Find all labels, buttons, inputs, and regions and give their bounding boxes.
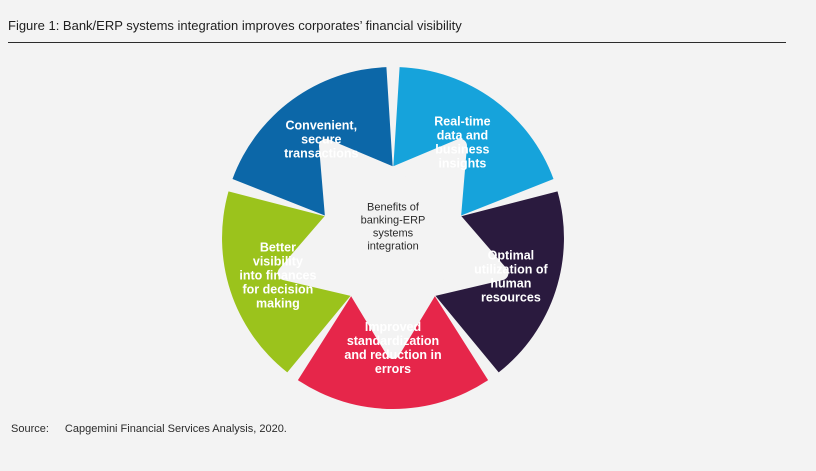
segment-label-improved-standardization: Improved: [365, 320, 421, 334]
segment-label-better-visibility: into finances: [239, 268, 316, 282]
segment-label-better-visibility: for decision: [242, 282, 313, 296]
segment-label-better-visibility: making: [256, 296, 300, 310]
segment-label-improved-standardization: and reduction in: [344, 348, 441, 362]
segment-label-real-time: data and: [437, 129, 488, 143]
segment-label-better-visibility: visibility: [253, 254, 303, 268]
segment-label-optimal-utilization: utilization of: [474, 262, 548, 276]
segment-label-convenient-secure: transactions: [284, 146, 358, 160]
segment-label-real-time: Real-time: [434, 115, 490, 129]
segment-label-real-time: insights: [438, 157, 486, 171]
segment-label-real-time: business: [435, 143, 489, 157]
segment-improved-standardization: [297, 291, 489, 409]
source-value: Capgemini Financial Services Analysis, 2…: [64, 423, 287, 435]
figure-title: Figure 1: Bank/ERP systems integration i…: [8, 18, 462, 33]
segment-label-better-visibility: Better: [260, 240, 296, 254]
center-label-line: Benefits of: [367, 202, 420, 214]
center-label-line: systems: [373, 228, 414, 240]
source-note: Source: Capgemini Financial Services Anal…: [11, 423, 287, 435]
segment-label-optimal-utilization: human: [490, 276, 531, 290]
center-star: [277, 138, 509, 359]
segment-label-optimal-utilization: resources: [481, 290, 541, 304]
center-label-line: banking-ERP: [361, 215, 426, 227]
center-label-line: integration: [367, 241, 418, 253]
segment-label-improved-standardization: standardization: [347, 334, 439, 348]
segment-optimal-utilization: [431, 191, 564, 373]
title-divider: [8, 42, 786, 43]
segment-label-improved-standardization: errors: [375, 362, 411, 376]
segment-label-convenient-secure: secure: [301, 132, 341, 146]
segment-real-time: [393, 67, 554, 218]
segment-better-visibility: [222, 191, 355, 373]
segment-label-convenient-secure: Convenient,: [286, 118, 358, 132]
segment-convenient-secure: [232, 67, 393, 218]
source-label: Source:: [11, 423, 49, 435]
segment-label-optimal-utilization: Optimal: [488, 248, 535, 262]
